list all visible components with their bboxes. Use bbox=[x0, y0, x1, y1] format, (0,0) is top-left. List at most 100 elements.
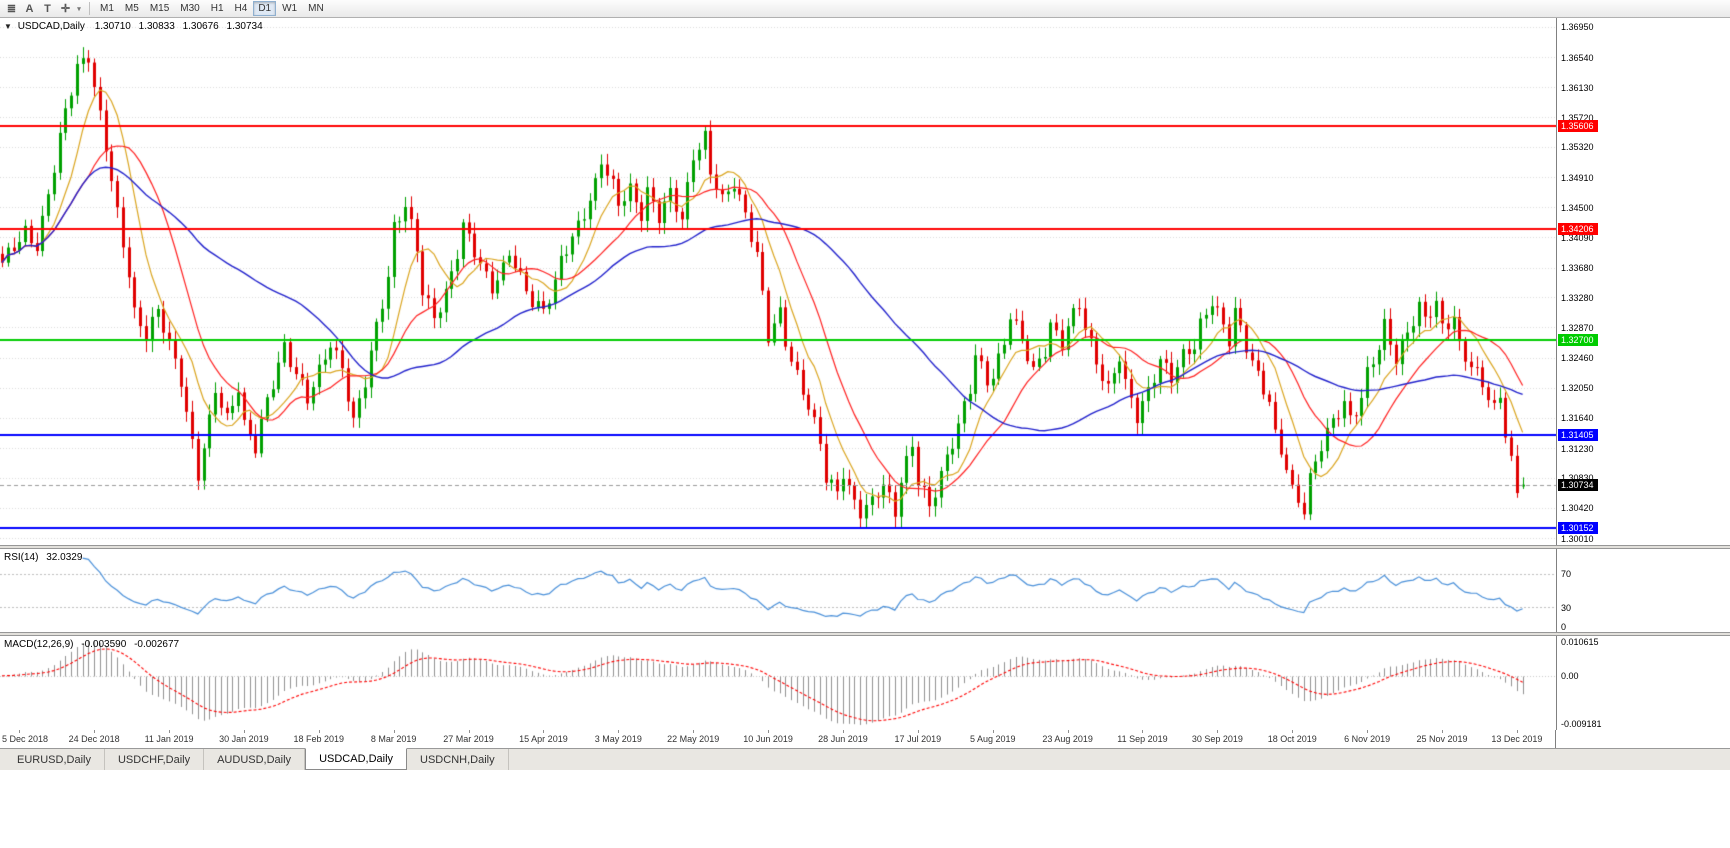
rsi-axis: 70 30 0 bbox=[1556, 549, 1730, 632]
hline-price-badge: 1.30152 bbox=[1558, 521, 1598, 534]
timeframe-button-h1[interactable]: H1 bbox=[210, 3, 224, 14]
top-toolbar: ≣ A T ✛ ▾ M1 M5 M15 M30 H1 H4 D1 W1 MN bbox=[0, 0, 1730, 18]
date-axis-tick bbox=[1292, 730, 1293, 733]
date-axis-tick bbox=[543, 730, 544, 733]
timeframe-button-w1[interactable]: W1 bbox=[282, 3, 298, 14]
date-axis-label: 5 Aug 2019 bbox=[969, 734, 1016, 744]
rsi-label: RSI(14) 32.0329 bbox=[4, 552, 87, 563]
price-axis-tick: 1.36950 bbox=[1561, 22, 1594, 33]
macd-pane: 0.010615 0.00 -0.009181 MACD(12,26,9) -0.0… bbox=[0, 636, 1730, 730]
annotate-letter-icon[interactable]: A bbox=[25, 2, 34, 15]
collapse-indicator-icon[interactable]: ▼ bbox=[4, 22, 12, 31]
chart-list-icon[interactable]: ≣ bbox=[6, 3, 17, 15]
date-axis-tick bbox=[1517, 730, 1518, 733]
timeframe-button-mn[interactable]: MN bbox=[308, 3, 324, 14]
macd-label: MACD(12,26,9) -0.003590 -0.002677 bbox=[4, 639, 184, 650]
timeframe-button-m15[interactable]: M15 bbox=[149, 3, 170, 14]
price-axis-tick: 1.31230 bbox=[1561, 443, 1594, 454]
macd-name: MACD(12,26,9) bbox=[4, 639, 74, 650]
chart-tab-eurusd-daily[interactable]: EURUSD,Daily bbox=[4, 749, 105, 770]
price-chart-canvas[interactable] bbox=[0, 18, 1556, 545]
crosshair-tool-icon[interactable]: ✛ bbox=[60, 3, 71, 15]
date-axis-tick bbox=[19, 730, 20, 733]
date-axis-label: 28 Jun 2019 bbox=[818, 734, 868, 744]
chart-tab-usdcnh-daily[interactable]: USDCNH,Daily bbox=[407, 749, 509, 770]
price-axis-tick: 1.33680 bbox=[1561, 263, 1594, 274]
price-axis-tick: 1.35320 bbox=[1561, 142, 1594, 153]
timeframe-button-m1[interactable]: M1 bbox=[100, 3, 114, 14]
date-axis-tick bbox=[94, 730, 95, 733]
date-axis-label: 25 Nov 2019 bbox=[1416, 734, 1468, 744]
date-axis-label: 17 Jul 2019 bbox=[894, 734, 942, 744]
price-axis-tick: 1.36130 bbox=[1561, 82, 1594, 93]
ohlc-close: 1.30734 bbox=[226, 21, 263, 32]
date-axis-tick bbox=[768, 730, 769, 733]
date-axis-label: 10 Jun 2019 bbox=[743, 734, 793, 744]
date-axis[interactable]: 5 Dec 2018 24 Dec 2018 11 Jan 2019 30 Jan 2… bbox=[0, 730, 1556, 748]
date-axis-label: 22 May 2019 bbox=[667, 734, 720, 744]
dropdown-caret-icon[interactable]: ▾ bbox=[77, 5, 81, 13]
price-axis-tick: 1.30830 bbox=[1561, 473, 1594, 483]
chart-tab-usdchf-daily[interactable]: USDCHF,Daily bbox=[105, 749, 205, 770]
date-axis-label: 11 Sep 2019 bbox=[1117, 734, 1168, 744]
date-axis-tick bbox=[394, 730, 395, 733]
price-axis-tick: 1.36540 bbox=[1561, 52, 1594, 63]
rsi-pane: 70 30 0 RSI(14) 32.0329 bbox=[0, 549, 1730, 632]
chart-tab-bar: EURUSD,Daily USDCHF,Daily AUDUSD,Daily USDC… bbox=[0, 748, 1730, 770]
pane-divider-rsi[interactable] bbox=[0, 545, 1730, 549]
toolbar-icons: ≣ A T ✛ ▾ bbox=[3, 1, 84, 16]
timeframe-button-m5[interactable]: M5 bbox=[124, 3, 139, 14]
hline-price-badge: 1.32700 bbox=[1558, 333, 1598, 346]
rsi-value: 32.0329 bbox=[46, 552, 83, 563]
price-axis-tick: 1.34910 bbox=[1561, 172, 1594, 183]
date-axis-label: 30 Sep 2019 bbox=[1191, 734, 1243, 744]
date-axis-label: 23 Aug 2019 bbox=[1042, 734, 1093, 744]
ohlc-high: 1.30833 bbox=[138, 21, 175, 32]
price-axis-tick: 1.32050 bbox=[1561, 383, 1594, 394]
date-axis-label: 6 Nov 2019 bbox=[1344, 734, 1391, 744]
price-axis-tick: 1.31640 bbox=[1561, 413, 1594, 424]
pane-divider-macd[interactable] bbox=[0, 632, 1730, 636]
rsi-axis-label: 30 bbox=[1561, 602, 1572, 613]
price-axis-tick: 1.34090 bbox=[1561, 232, 1594, 243]
date-axis-label: 18 Oct 2019 bbox=[1267, 734, 1317, 744]
timeframe-button-m30[interactable]: M30 bbox=[180, 3, 200, 14]
price-axis[interactable]: 1.36950 1.36540 1.36130 1.35720 1.35320 1.349… bbox=[1556, 18, 1730, 545]
date-axis-tick bbox=[1217, 730, 1218, 733]
price-axis-tick: 1.30010 bbox=[1561, 533, 1594, 544]
date-axis-label: 18 Feb 2019 bbox=[293, 734, 345, 744]
date-axis-label: 3 May 2019 bbox=[594, 734, 642, 744]
chart-tab-usdcad-daily[interactable]: USDCAD,Daily bbox=[305, 748, 408, 770]
macd-axis: 0.010615 0.00 -0.009181 bbox=[1556, 636, 1730, 730]
date-axis-tick bbox=[319, 730, 320, 733]
price-axis-tick: 1.32460 bbox=[1561, 353, 1594, 364]
macd-axis-label: 0.010615 bbox=[1561, 637, 1599, 647]
date-axis-tick bbox=[1068, 730, 1069, 733]
date-axis-tick bbox=[244, 730, 245, 733]
hline-price-badge: 1.35606 bbox=[1558, 119, 1598, 132]
timeframe-button-h4[interactable]: H4 bbox=[234, 3, 248, 14]
price-axis-tick: 1.34500 bbox=[1561, 202, 1594, 213]
date-axis-tick bbox=[993, 730, 994, 733]
text-tool-icon[interactable]: T bbox=[44, 2, 51, 15]
rsi-axis-label: 70 bbox=[1561, 569, 1572, 580]
date-axis-tick bbox=[169, 730, 170, 733]
price-axis-tick: 1.33280 bbox=[1561, 292, 1594, 303]
date-axis-label: 5 Dec 2018 bbox=[2, 734, 49, 744]
hline-price-badge: 1.34206 bbox=[1558, 222, 1598, 235]
macd-canvas[interactable] bbox=[0, 636, 1556, 730]
date-axis-tick bbox=[1367, 730, 1368, 733]
date-axis-label: 8 Mar 2019 bbox=[370, 734, 417, 744]
date-axis-tick bbox=[618, 730, 619, 733]
rsi-axis-label: 0 bbox=[1561, 622, 1567, 632]
timeframe-button-d1[interactable]: D1 bbox=[253, 1, 277, 16]
date-axis-label: 24 Dec 2018 bbox=[68, 734, 120, 744]
symbol-name: USDCAD,Daily bbox=[17, 21, 85, 32]
chart-tab-audusd-daily[interactable]: AUDUSD,Daily bbox=[204, 749, 306, 770]
date-axis-tick bbox=[1142, 730, 1143, 733]
ohlc-open: 1.30710 bbox=[94, 21, 131, 32]
price-axis-tick: 1.30420 bbox=[1561, 503, 1594, 514]
ohlc-low: 1.30676 bbox=[182, 21, 219, 32]
rsi-canvas[interactable] bbox=[0, 549, 1556, 632]
current-price-badge: 1.30734 bbox=[1558, 478, 1598, 491]
